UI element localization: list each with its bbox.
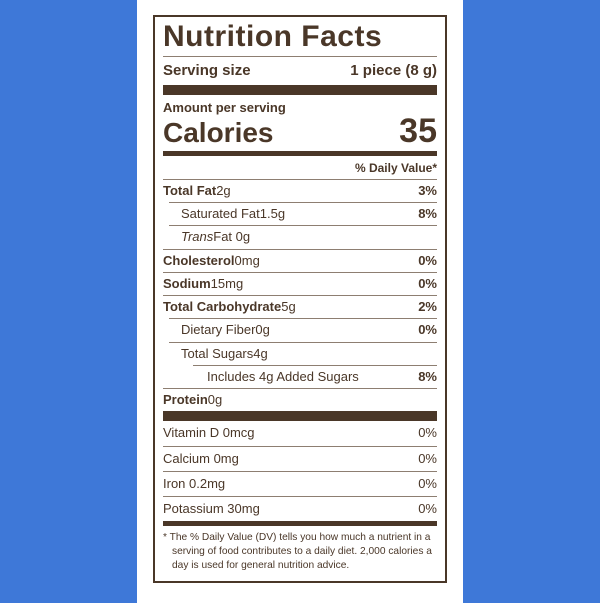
nutrient-row: Total Sugars 4g <box>163 341 437 365</box>
nutrient-row: Calcium 0mg 0% <box>163 445 437 471</box>
medium-separator-bar-footer <box>163 521 437 527</box>
nutrient-name: Total Fat <box>163 182 217 198</box>
label-title: Nutrition Facts <box>163 20 383 54</box>
nutrient-row: Protein 0g <box>163 388 437 411</box>
nutrient-daily-value: 8% <box>418 368 437 384</box>
nutrient-daily-value: 0% <box>418 501 437 516</box>
nutrient-amount: 5g <box>281 299 296 314</box>
nutrient-row-inner: Total Sugars 4g <box>169 341 437 365</box>
nutrient-name: Saturated Fat <box>181 206 260 221</box>
calories-label: Calories <box>163 117 274 149</box>
nutrient-daily-value: 0% <box>418 425 437 441</box>
nutrient-daily-value: 0% <box>418 450 437 466</box>
label-border: Nutrition Facts Serving size 1 piece (8 … <box>153 15 447 583</box>
nutrient-row: Trans Fat 0g <box>163 225 437 248</box>
nutrient-daily-value: 8% <box>418 206 437 221</box>
daily-value-header: % Daily Value* <box>354 160 437 175</box>
calories-value: 35 <box>399 112 437 151</box>
nutrition-label-card: Nutrition Facts Serving size 1 piece (8 … <box>137 0 463 603</box>
nutrient-daily-value: 2% <box>418 299 437 314</box>
nutrient-name: Potassium 30mg <box>163 501 260 516</box>
nutrient-row-inner: Total Fat 2g 3% <box>163 178 437 202</box>
nutrient-row: Iron 0.2mg 0% <box>163 470 437 496</box>
nutrient-row-inner: Saturated Fat 1.5g 8% <box>169 202 437 225</box>
nutrient-row: Cholesterol 0mg 0% <box>163 248 437 272</box>
nutrient-amount: 0g <box>255 322 270 338</box>
nutrient-row-inner: Sodium 15mg 0% <box>163 271 437 295</box>
daily-value-footnote: * The % Daily Value (DV) tells you how m… <box>163 532 432 571</box>
nutrient-row-inner: Trans Fat 0g <box>169 225 437 248</box>
nutrient-row-inner: Dietary Fiber 0g 0% <box>169 318 437 341</box>
nutrient-name: Dietary Fiber <box>181 322 256 338</box>
nutrient-row-inner: Includes 4g Added Sugars 8% <box>193 364 437 388</box>
nutrient-daily-value: 0% <box>418 252 437 268</box>
nutrient-amount: 0g <box>207 392 223 407</box>
nutrient-row: Total Carbohydrate 5g 2% <box>163 295 437 318</box>
nutrient-row-inner: Total Carbohydrate 5g 2% <box>163 295 437 318</box>
nutrient-name: Sodium <box>163 275 211 291</box>
serving-size-row: Serving size 1 piece (8 g) <box>163 56 437 85</box>
nutrient-row: Dietary Fiber 0g 0% <box>163 318 437 341</box>
nutrient-daily-value: 0% <box>418 322 437 338</box>
nutrient-rows: Total Fat 2g 3% Saturated Fat 1.5g 8% Tran… <box>163 178 437 412</box>
nutrient-row: Potassium 30mg 0% <box>163 496 437 521</box>
nutrient-row-inner: Calcium 0mg 0% <box>163 445 437 471</box>
amount-per-serving-label: Amount per serving <box>163 100 286 116</box>
thick-separator-bar-bottom <box>163 411 437 422</box>
nutrient-row-inner: Potassium 30mg 0% <box>163 496 437 521</box>
nutrient-name: Vitamin D 0mcg <box>163 425 255 441</box>
nutrient-daily-value: 0% <box>418 275 437 291</box>
nutrient-row: Total Fat 2g 3% <box>163 178 437 202</box>
nutrient-amount: 4g <box>253 345 268 361</box>
nutrient-name: Calcium 0mg <box>163 450 239 466</box>
serving-size-value: 1 piece (8 g) <box>350 62 437 80</box>
nutrient-amount: 2g <box>216 182 231 198</box>
nutrient-row-inner: Vitamin D 0mcg 0% <box>163 421 437 445</box>
nutrient-name: Iron 0.2mg <box>163 475 226 491</box>
nutrient-name: Total Carbohydrate <box>163 299 282 314</box>
nutrient-name: Cholesterol <box>163 252 235 268</box>
nutrient-row-inner: Iron 0.2mg 0% <box>163 470 437 496</box>
nutrient-row-inner: Protein 0g <box>163 388 437 411</box>
nutrient-row-inner: Cholesterol 0mg 0% <box>163 248 437 272</box>
nutrient-row: Sodium 15mg 0% <box>163 271 437 295</box>
nutrient-amount: 1.5g <box>259 206 286 221</box>
nutrient-row: Vitamin D 0mcg 0% <box>163 421 437 445</box>
nutrient-name: Total Sugars <box>181 345 254 361</box>
nutrient-daily-value: 0% <box>418 475 437 491</box>
nutrient-daily-value: 3% <box>418 182 437 198</box>
medium-separator-bar <box>163 150 437 156</box>
nutrient-row: Saturated Fat 1.5g 8% <box>163 202 437 225</box>
nutrient-name: Includes 4g Added Sugars <box>207 368 359 384</box>
vitamin-rows: Vitamin D 0mcg 0% Calcium 0mg 0% Iron 0.2m… <box>163 421 437 521</box>
nutrient-name: Protein <box>163 392 208 407</box>
nutrient-amount: 15mg <box>210 275 244 291</box>
nutrient-name: Trans <box>181 229 214 245</box>
calories-row: Calories 35 <box>163 112 437 151</box>
nutrient-amount: Fat 0g <box>213 229 251 245</box>
thick-separator-bar-top <box>163 85 437 96</box>
serving-size-label: Serving size <box>163 62 251 80</box>
nutrient-amount: 0mg <box>234 252 260 268</box>
nutrient-row: Includes 4g Added Sugars 8% <box>163 364 437 388</box>
